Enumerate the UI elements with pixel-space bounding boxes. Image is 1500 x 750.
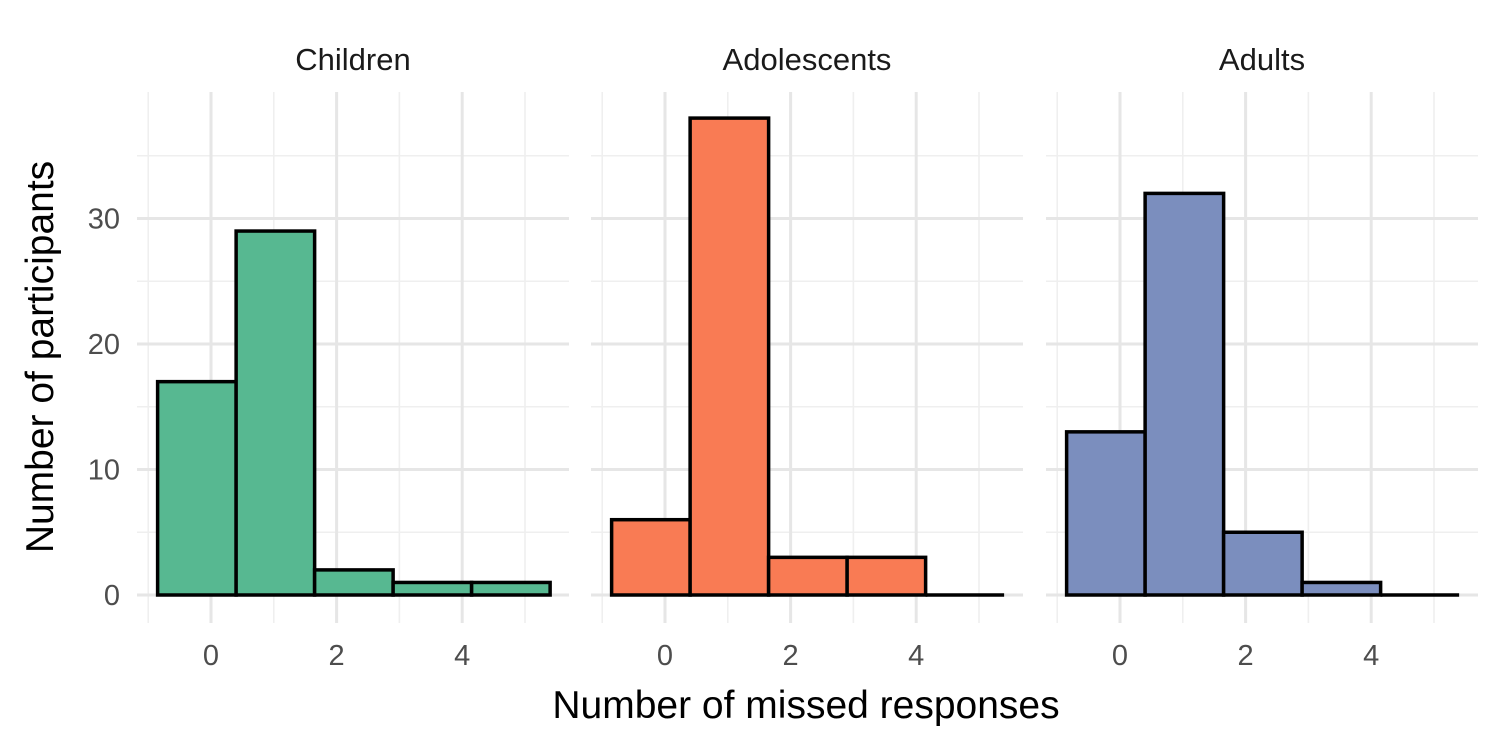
y-tick-label: 10 bbox=[88, 455, 120, 487]
histogram-bar bbox=[766, 555, 849, 597]
histogram-bar bbox=[1143, 191, 1226, 597]
histogram-bar bbox=[312, 568, 395, 597]
x-tick-label: 4 bbox=[1363, 640, 1379, 672]
x-tick-label: 2 bbox=[1238, 640, 1254, 672]
x-tick-label: 4 bbox=[908, 640, 924, 672]
x-tick-label: 2 bbox=[783, 640, 799, 672]
histogram-bar bbox=[391, 580, 474, 597]
histogram-bar bbox=[1300, 580, 1383, 597]
x-tick-label: 4 bbox=[454, 640, 470, 672]
histogram-bar bbox=[845, 555, 928, 597]
facet-label: Adolescents bbox=[723, 42, 892, 77]
y-tick-label: 20 bbox=[88, 329, 120, 361]
histogram-bar bbox=[234, 229, 317, 597]
histogram-bar bbox=[688, 116, 771, 597]
x-axis-title: Number of missed responses bbox=[552, 684, 1059, 727]
facet-label: Children bbox=[295, 42, 410, 77]
facet-panel-children: Children 0 2 4 bbox=[137, 42, 569, 672]
y-tick-label: 30 bbox=[88, 204, 120, 236]
x-tick-label: 0 bbox=[203, 640, 219, 672]
histogram-bar bbox=[155, 379, 238, 597]
histogram-bar bbox=[1221, 530, 1304, 597]
facet-label: Adults bbox=[1219, 42, 1305, 77]
x-tick-label: 0 bbox=[1112, 640, 1128, 672]
facet-panel-adolescents: Adolescents 0 2 4 bbox=[591, 42, 1023, 672]
histogram-bar bbox=[1064, 430, 1147, 597]
x-tick-label: 0 bbox=[657, 640, 673, 672]
facet-panels: Children 0 2 4 Adolescents 0 2 4 Adults 0 2 4 0 10 20 3… bbox=[88, 42, 1478, 672]
y-axis-title: Number of participants bbox=[19, 161, 62, 553]
x-tick-label: 2 bbox=[329, 640, 345, 672]
histogram-bar bbox=[609, 517, 692, 597]
y-tick-label: 0 bbox=[104, 580, 120, 612]
facet-panel-adults: Adults 0 2 4 bbox=[1046, 42, 1478, 672]
histogram-bar bbox=[469, 580, 552, 597]
